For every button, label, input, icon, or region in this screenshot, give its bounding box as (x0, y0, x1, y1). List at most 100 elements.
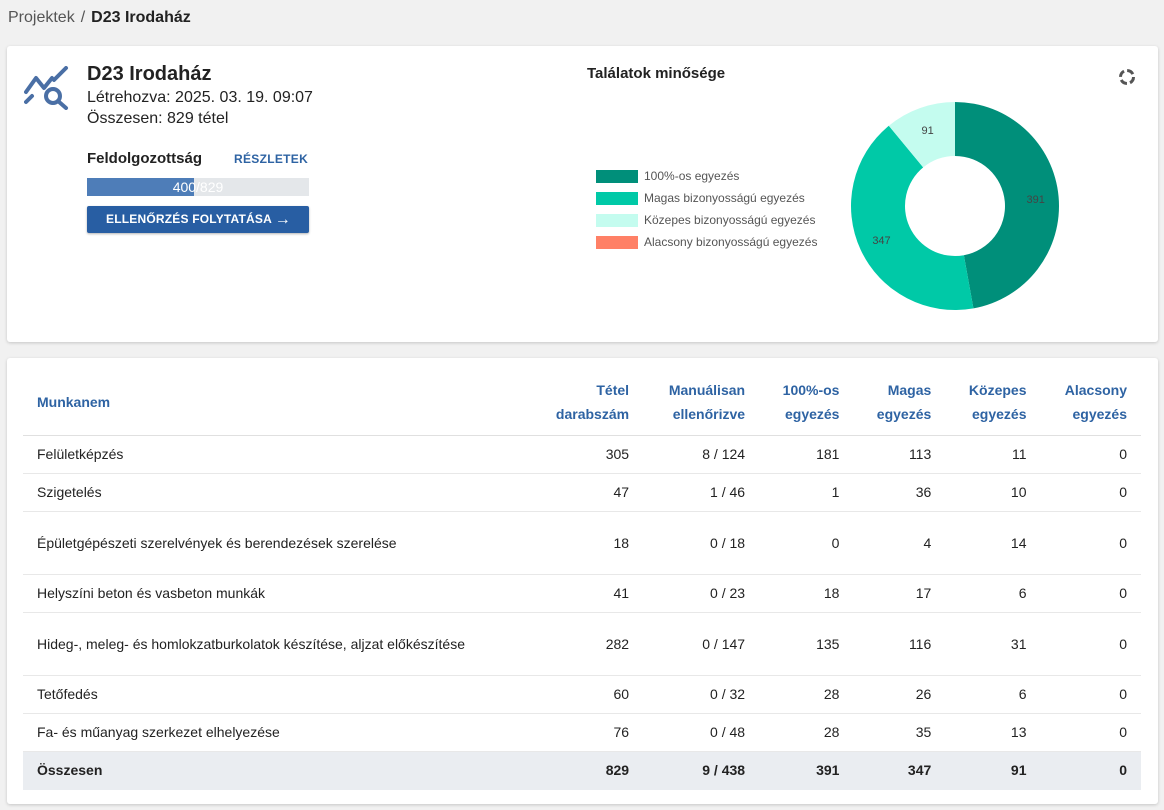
table-cell: 0 (759, 511, 854, 575)
table-cell: 18 (759, 574, 854, 613)
column-header[interactable]: Manuálisan ellenőrizve (643, 372, 760, 436)
column-header-label: egyezés (1072, 406, 1127, 422)
column-header-label: 100%-os (782, 382, 840, 398)
work-type-name: Helyszíni beton és vasbeton munkák (23, 574, 531, 613)
work-types-table: Munkanem Tétel darabszám Manuálisan ellenőri… (23, 372, 1141, 790)
table-cell: 0 (1040, 751, 1141, 790)
table-cell: 11 (945, 435, 1041, 474)
work-type-name: Szigetelés (23, 473, 531, 512)
table-cell: 135 (759, 612, 854, 676)
table-row[interactable]: Helyszíni beton és vasbeton munkák 41 0 / … (23, 574, 1141, 613)
legend-label: Magas bizonyosságú egyezés (644, 191, 805, 205)
legend-label: Közepes bizonyosságú egyezés (644, 213, 816, 227)
table-cell: 4 (853, 511, 946, 575)
legend-item[interactable]: Magas bizonyosságú egyezés (596, 187, 817, 209)
legend-swatch (596, 235, 638, 249)
table-cell: 35 (853, 713, 946, 752)
table-cell: 113 (853, 435, 946, 474)
table-cell: 282 (530, 612, 644, 676)
column-header[interactable]: 100%-os egyezés (759, 372, 854, 436)
work-types-card: Munkanem Tétel darabszám Manuálisan ellenőri… (7, 358, 1158, 804)
breadcrumb-current: D23 Irodaház (91, 9, 191, 26)
legend-item[interactable]: 100%-os egyezés (596, 165, 817, 187)
table-cell: 1 (759, 473, 854, 512)
column-header[interactable]: Tétel darabszám (530, 372, 644, 436)
table-cell: 0 (1040, 713, 1141, 752)
table-cell: 13 (945, 713, 1041, 752)
legend-label: 100%-os egyezés (644, 169, 740, 183)
table-row[interactable]: Szigetelés 47 1 / 46 1 36 10 0 (23, 473, 1141, 512)
table-cell: 0 (1040, 612, 1141, 676)
breadcrumb-separator: / (80, 9, 86, 26)
table-cell: 0 (1040, 574, 1141, 613)
table-row[interactable]: Fa- és műanyag szerkezet elhelyezése 76 0 … (23, 713, 1141, 752)
table-cell: 17 (853, 574, 946, 613)
progress-text: 400/829 (172, 179, 224, 195)
donut-slice[interactable] (955, 102, 1060, 309)
table-cell: 6 (945, 675, 1041, 714)
table-cell: 0 (1040, 511, 1141, 575)
table-cell: 14 (945, 511, 1041, 575)
table-cell: 18 (530, 511, 644, 575)
donut-slice[interactable] (888, 102, 955, 168)
table-cell: 0 / 48 (643, 713, 760, 752)
table-cell: 31 (945, 612, 1041, 676)
column-header[interactable]: Magas egyezés (853, 372, 946, 436)
breadcrumb: Projektek / D23 Irodaház (8, 9, 191, 27)
column-header-label: egyezés (972, 406, 1027, 422)
column-header-label: darabszám (555, 406, 630, 422)
table-cell: 305 (530, 435, 644, 474)
refresh-icon[interactable] (1117, 67, 1137, 87)
table-row[interactable]: Épületgépészeti szerelvények és berendez… (23, 511, 1141, 575)
project-title: D23 Irodaház (87, 63, 212, 85)
table-cell: 0 / 18 (643, 511, 760, 575)
table-row[interactable]: Felületképzés 305 8 / 124 181 113 11 0 (23, 435, 1141, 474)
table-cell: 9 / 438 (643, 751, 760, 790)
column-header[interactable]: Közepes egyezés (945, 372, 1041, 436)
table-total-row: Összesen 829 9 / 438 391 347 91 0 (23, 751, 1141, 790)
table-cell: 47 (530, 473, 644, 512)
donut-value-label: 347 (872, 235, 890, 247)
table-row[interactable]: Hideg-, meleg- és homlokzatburkolatok ké… (23, 612, 1141, 676)
breadcrumb-projects-link[interactable]: Projektek (8, 9, 75, 26)
legend-label: Alacsony bizonyosságú egyezés (644, 235, 818, 249)
legend-item[interactable]: Közepes bizonyosságú egyezés (596, 209, 817, 231)
table-cell: 0 / 147 (643, 612, 760, 676)
table-cell: 10 (945, 473, 1041, 512)
legend-swatch (596, 191, 638, 205)
column-header[interactable]: Munkanem (23, 372, 531, 436)
table-cell: 0 (1040, 473, 1141, 512)
column-header-label: Tétel (596, 382, 630, 398)
chart-search-icon (24, 66, 68, 110)
column-header-label: egyezés (876, 406, 932, 422)
legend-item[interactable]: Alacsony bizonyosságú egyezés (596, 231, 817, 253)
chart-title: Találatok minősége (587, 65, 726, 82)
project-total-items: Összesen: 829 tétel (87, 110, 229, 127)
table-cell: 41 (530, 574, 644, 613)
column-header-label: Manuálisan (668, 382, 746, 398)
column-header-label: ellenőrizve (672, 406, 746, 422)
table-row[interactable]: Tetőfedés 60 0 / 32 28 26 6 0 (23, 675, 1141, 714)
donut-slice[interactable] (851, 125, 974, 310)
column-header-label: egyezés (784, 406, 840, 422)
legend-swatch (596, 213, 638, 227)
table-header-row: Munkanem Tétel darabszám Manuálisan ellenőri… (23, 372, 1141, 436)
table-cell: 0 (1040, 675, 1141, 714)
continue-review-button[interactable]: ELLENŐRZÉS FOLYTATÁSA → (87, 206, 309, 233)
column-header-label: Magas (887, 382, 932, 398)
project-summary-card: D23 Irodaház Létrehozva: 2025. 03. 19. 0… (7, 46, 1158, 342)
column-header-label: Munkanem (37, 394, 111, 410)
progress-label: Feldolgozottság (87, 150, 202, 167)
donut-value-label: 391 (1026, 194, 1044, 206)
table-cell: 6 (945, 574, 1041, 613)
arrow-right-icon: → (274, 211, 291, 228)
table-cell: 0 / 32 (643, 675, 760, 714)
column-header[interactable]: Alacsony egyezés (1040, 372, 1141, 436)
details-link[interactable]: RÉSZLETEK (234, 152, 309, 166)
table-cell: 28 (759, 713, 854, 752)
work-type-name: Fa- és műanyag szerkezet elhelyezése (23, 713, 531, 752)
table-body: Felületképzés 305 8 / 124 181 113 11 0 Szigetel… (23, 435, 1141, 790)
donut-value-label: 91 (921, 125, 933, 137)
table-cell: 76 (530, 713, 644, 752)
table-cell: 1 / 46 (643, 473, 760, 512)
